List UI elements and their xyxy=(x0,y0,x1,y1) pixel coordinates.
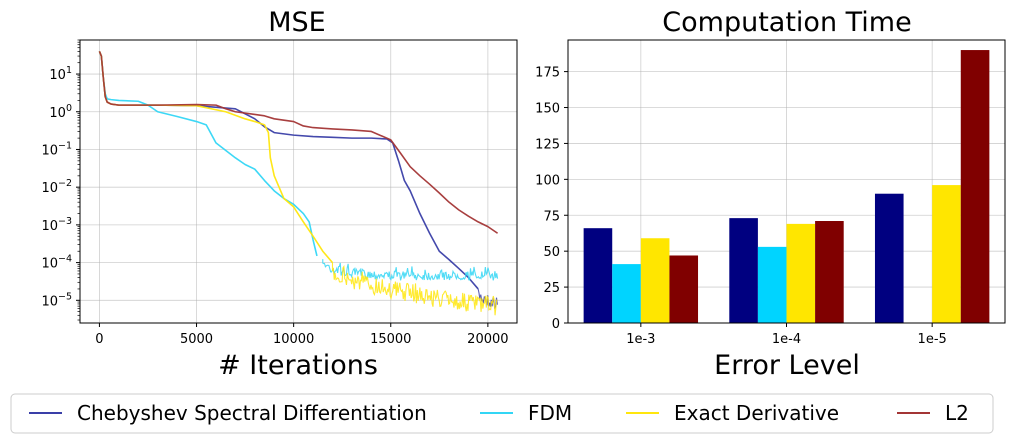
mse-x-tick-label: 10000 xyxy=(273,332,314,347)
mse-line-exact-derivative-noise xyxy=(331,262,498,316)
computation-time-y-tick-label: 75 xyxy=(543,209,560,224)
mse-x-tick-label: 20000 xyxy=(467,332,508,347)
mse-y-tick-label: 10−2 xyxy=(41,178,72,196)
mse-line-exact-derivative xyxy=(98,51,334,264)
mse-line-fdm xyxy=(98,51,318,257)
computation-time-title: Computation Time xyxy=(662,7,911,38)
bar-fdm-1e-4 xyxy=(757,246,787,323)
mse-line-chebyshev-spectral-differentiation xyxy=(98,51,479,290)
computation-time-x-ticks: 1e-3 1e-4 1e-5 xyxy=(626,323,947,347)
mse-series-group xyxy=(98,51,499,316)
mse-x-tick-label: 5000 xyxy=(180,332,213,347)
computation-time-chart: Computation Time 1e-3 1e-4 1e-5 0 25 50 75 100… xyxy=(535,7,1006,381)
mse-grid xyxy=(80,40,517,323)
legend-label-fdm: FDM xyxy=(528,401,572,425)
computation-time-x-tick-label: 1e-5 xyxy=(918,332,947,347)
mse-y-tick-label: 101 xyxy=(49,65,72,83)
computation-time-y-ticks: 0 25 50 75 100 125 150 175 xyxy=(535,66,568,332)
mse-axes-frame xyxy=(79,39,518,324)
bar-l2-1e-4 xyxy=(815,221,844,323)
mse-line-l2 xyxy=(98,51,499,234)
computation-time-y-tick-label: 100 xyxy=(535,173,560,188)
computation-time-y-tick-label: 175 xyxy=(535,66,560,81)
bar-chebyshev-spectral-differentiation-1e-5 xyxy=(874,193,904,323)
mse-x-ticks: 0 5000 10000 15000 20000 xyxy=(95,323,509,347)
mse-x-axis-label: # Iterations xyxy=(218,350,378,381)
legend: Chebyshev Spectral Differentiation FDM Exa… xyxy=(10,393,994,434)
mse-y-tick-label: 10−4 xyxy=(41,254,72,272)
computation-time-x-axis-label: Error Level xyxy=(714,350,860,381)
mse-x-tick-label: 15000 xyxy=(370,332,411,347)
mse-y-ticks: 10−5 10−4 10−3 10−2 10−1 100 101 xyxy=(41,39,80,321)
computation-time-bars xyxy=(583,50,990,323)
bar-exact-derivative-1e-4 xyxy=(786,223,816,323)
bar-exact-derivative-1e-5 xyxy=(932,185,961,323)
computation-time-x-tick-label: 1e-3 xyxy=(626,332,655,347)
bar-exact-derivative-1e-3 xyxy=(640,238,670,323)
bar-chebyshev-spectral-differentiation-1e-4 xyxy=(729,218,758,323)
bar-l2-1e-3 xyxy=(669,255,699,323)
computation-time-y-tick-label: 150 xyxy=(535,102,560,117)
computation-time-x-tick-label: 1e-4 xyxy=(772,332,801,347)
mse-y-tick-label: 10−1 xyxy=(41,140,72,158)
mse-y-tick-label: 100 xyxy=(49,103,72,121)
computation-time-y-tick-label: 0 xyxy=(552,317,560,332)
computation-time-y-tick-label: 50 xyxy=(543,245,560,260)
mse-y-tick-label: 10−5 xyxy=(41,291,72,309)
mse-title: MSE xyxy=(268,7,326,38)
computation-time-y-tick-label: 125 xyxy=(535,137,560,152)
mse-line-fdm-noise xyxy=(322,259,499,281)
mse-chart: MSE 0 5000 10000 15000 20000 10−510−410−310−… xyxy=(41,7,518,381)
legend-label-exact-derivative: Exact Derivative xyxy=(674,401,839,425)
legend-label-chebyshev-spectral-differentiation: Chebyshev Spectral Differentiation xyxy=(77,401,427,425)
bar-chebyshev-spectral-differentiation-1e-3 xyxy=(583,228,613,323)
bar-l2-1e-5 xyxy=(960,50,990,323)
bar-fdm-1e-3 xyxy=(612,264,641,323)
mse-x-tick-label: 0 xyxy=(95,332,103,347)
computation-time-y-tick-label: 25 xyxy=(543,281,560,296)
mse-y-tick-label: 10−3 xyxy=(41,216,72,234)
legend-label-l2: L2 xyxy=(945,401,969,425)
